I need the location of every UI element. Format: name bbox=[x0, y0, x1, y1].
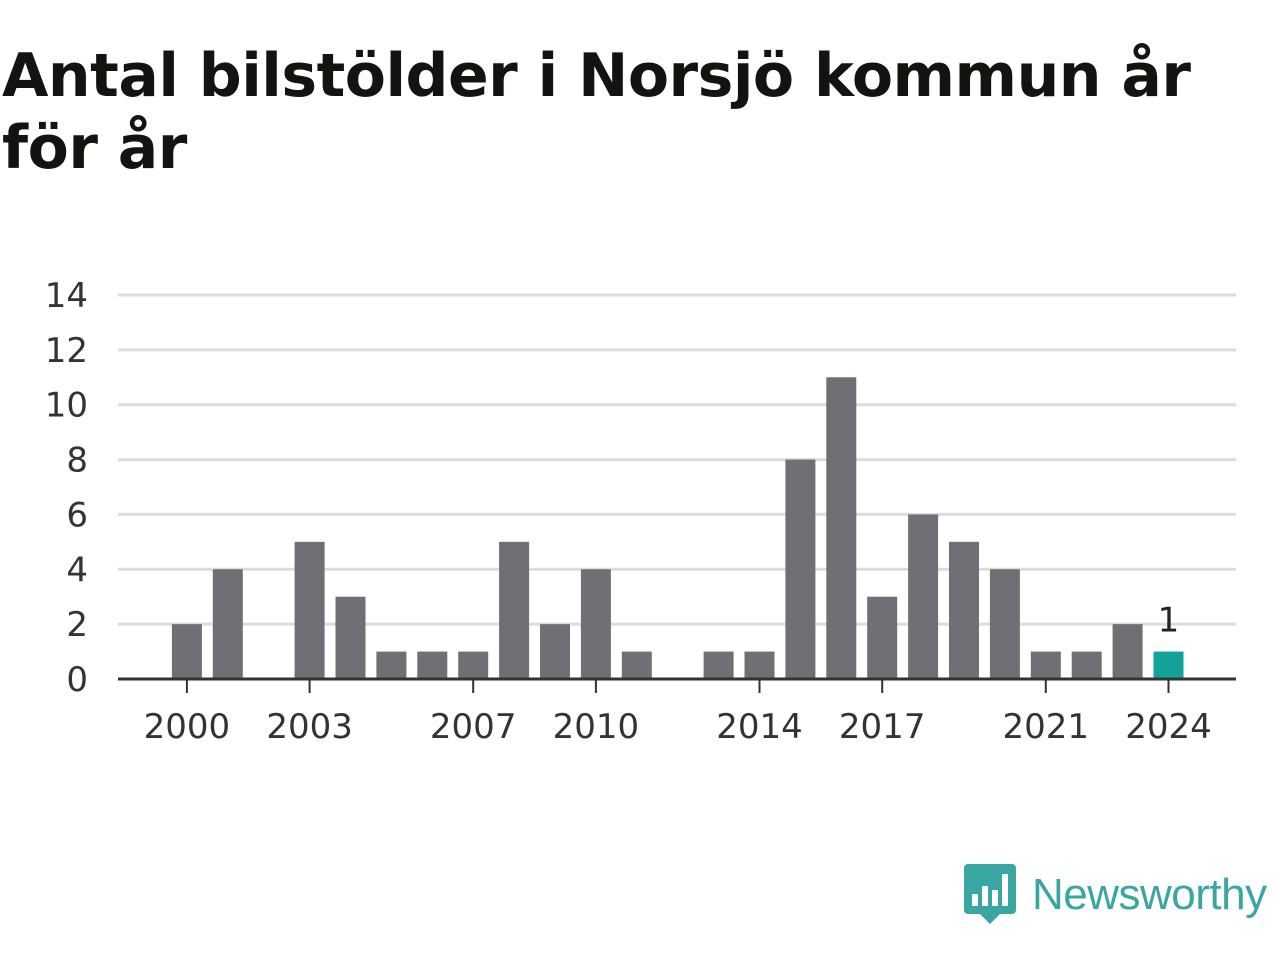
bar-2008 bbox=[499, 541, 530, 679]
chart-title: Antal bilstölder i Norsjö kommun år för … bbox=[2, 41, 1191, 183]
x-tick-label: 2010 bbox=[553, 707, 640, 747]
y-tick-label: 14 bbox=[45, 276, 88, 316]
x-tick-label: 2003 bbox=[266, 707, 353, 747]
bar-2024 bbox=[1153, 651, 1184, 679]
bar-2000 bbox=[171, 624, 202, 679]
bar-chart: 0 2 4 6 8 10 12 14 2000 2003 2007 2010 2014 2017 2021… bbox=[45, 276, 1236, 747]
bar-2007 bbox=[458, 651, 489, 679]
x-tick-label: 2000 bbox=[144, 707, 231, 747]
bar-2013 bbox=[703, 651, 734, 679]
x-axis bbox=[118, 677, 1236, 693]
y-tick-label: 0 bbox=[66, 660, 88, 700]
y-tick-label: 6 bbox=[66, 495, 88, 535]
x-tick-label: 2014 bbox=[716, 707, 803, 747]
y-axis-labels: 0 2 4 6 8 10 12 14 bbox=[45, 276, 88, 700]
bar-2011 bbox=[621, 651, 652, 679]
bar-2010 bbox=[580, 569, 611, 679]
bar-2004 bbox=[335, 596, 366, 679]
x-tick-label: 2021 bbox=[1003, 707, 1090, 747]
y-tick-label: 2 bbox=[66, 605, 88, 645]
y-tick-label: 10 bbox=[45, 386, 88, 426]
bar-2020 bbox=[989, 569, 1020, 679]
x-axis-labels: 2000 2003 2007 2010 2014 2017 2021 2024 bbox=[144, 707, 1212, 747]
x-tick-label: 2007 bbox=[430, 707, 517, 747]
bar-2021 bbox=[1030, 651, 1061, 679]
x-tick-label: 2024 bbox=[1125, 707, 1212, 747]
y-tick-label: 4 bbox=[66, 550, 88, 590]
bar-2018 bbox=[908, 514, 939, 679]
bar-2015 bbox=[785, 459, 816, 679]
bar-2009 bbox=[540, 624, 570, 679]
bar-2022 bbox=[1071, 651, 1102, 679]
bar-2006 bbox=[417, 651, 448, 679]
gridlines bbox=[118, 293, 1236, 626]
logo-text: Newsworthy bbox=[1032, 870, 1267, 919]
data-labels: 1 bbox=[1158, 601, 1180, 641]
bar-2023 bbox=[1112, 624, 1143, 679]
bars bbox=[171, 377, 1184, 679]
newsworthy-logo: Newsworthy bbox=[964, 864, 1267, 926]
bar-2017 bbox=[867, 596, 898, 679]
x-tick-label: 2017 bbox=[839, 707, 926, 747]
y-tick-label: 8 bbox=[66, 441, 88, 481]
data-label-2024: 1 bbox=[1158, 601, 1180, 641]
newsworthy-bar-chart-icon bbox=[964, 864, 1016, 924]
y-tick-label: 12 bbox=[45, 331, 88, 371]
bar-2019 bbox=[949, 541, 979, 679]
bar-2001 bbox=[212, 569, 243, 679]
bar-2016 bbox=[826, 377, 857, 679]
bar-2003 bbox=[294, 541, 325, 679]
bar-2005 bbox=[376, 651, 407, 679]
bar-2014 bbox=[744, 651, 775, 679]
